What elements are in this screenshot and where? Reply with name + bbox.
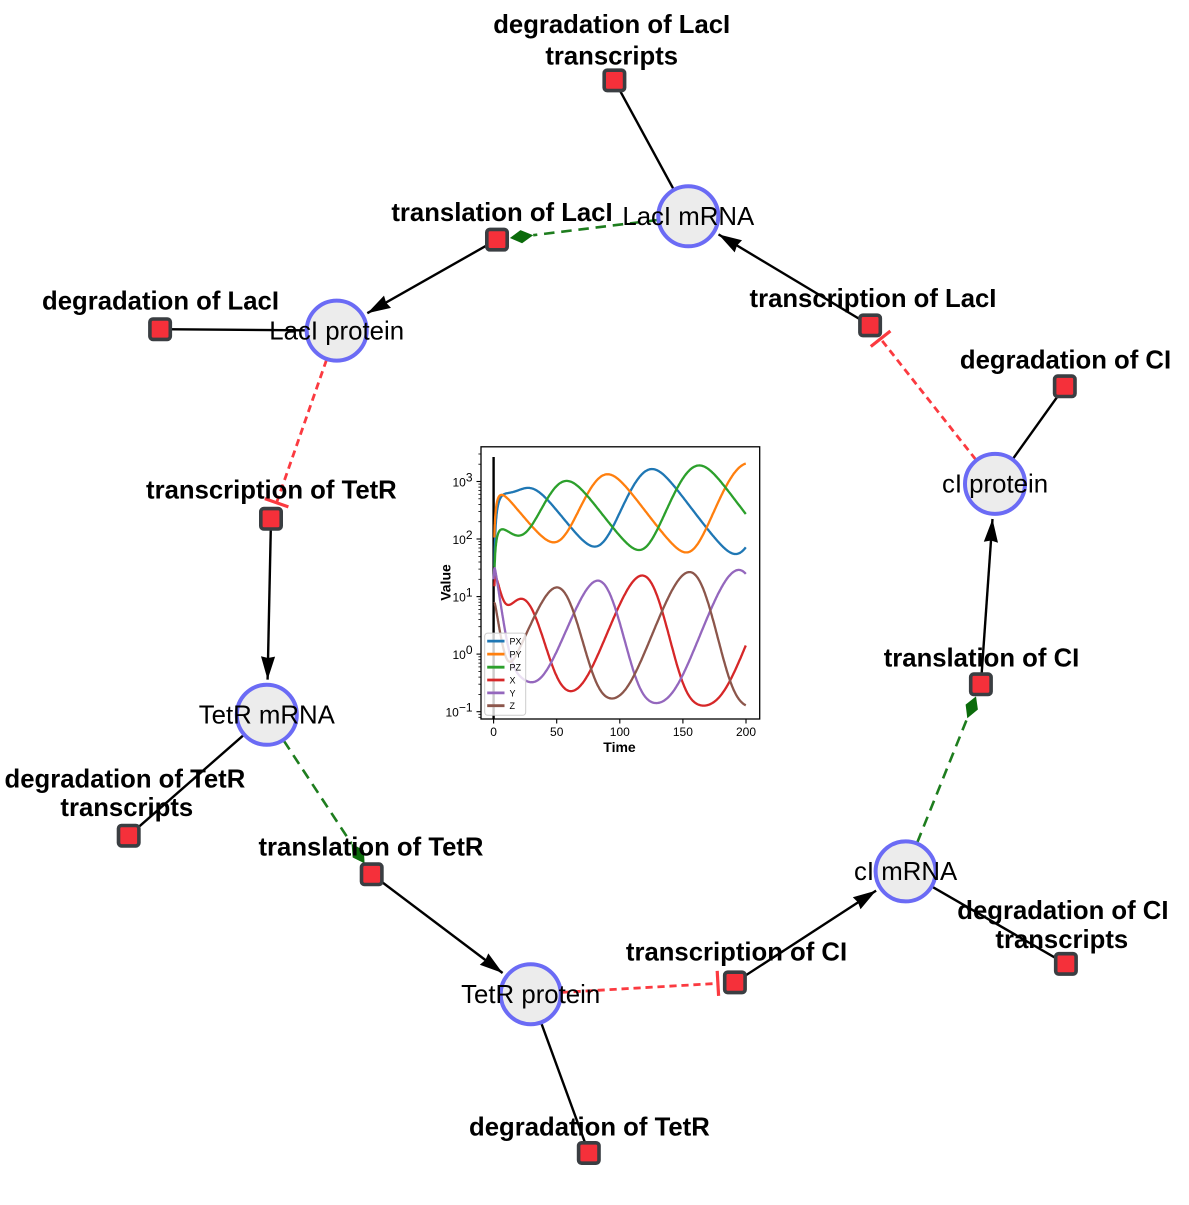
svg-text:Z: Z bbox=[510, 701, 516, 711]
svg-text:cI protein: cI protein bbox=[942, 471, 1048, 499]
svg-text:100: 100 bbox=[610, 725, 630, 739]
svg-text:transcription of CI: transcription of CI bbox=[626, 938, 847, 966]
svg-text:150: 150 bbox=[673, 725, 693, 739]
svg-text:transcripts: transcripts bbox=[60, 794, 193, 822]
svg-text:degradation of LacI: degradation of LacI bbox=[42, 288, 279, 316]
svg-text:Time: Time bbox=[603, 739, 636, 755]
svg-text:PY: PY bbox=[510, 650, 522, 660]
svg-text:LacI mRNA: LacI mRNA bbox=[622, 203, 755, 231]
svg-text:Value: Value bbox=[438, 564, 454, 601]
svg-text:TetR mRNA: TetR mRNA bbox=[199, 702, 336, 730]
svg-text:PX: PX bbox=[510, 637, 522, 647]
svg-text:translation of TetR: translation of TetR bbox=[258, 834, 483, 862]
svg-text:TetR protein: TetR protein bbox=[461, 981, 600, 1009]
svg-text:cI mRNA: cI mRNA bbox=[854, 858, 958, 886]
svg-text:degradation of CI: degradation of CI bbox=[960, 347, 1171, 375]
svg-text:transcripts: transcripts bbox=[545, 42, 678, 70]
svg-text:degradation of TetR: degradation of TetR bbox=[5, 766, 246, 794]
svg-text:200: 200 bbox=[736, 725, 756, 739]
svg-text:transcripts: transcripts bbox=[995, 926, 1128, 954]
svg-text:degradation of LacI: degradation of LacI bbox=[493, 11, 730, 39]
svg-text:Y: Y bbox=[510, 688, 516, 698]
svg-text:PZ: PZ bbox=[510, 663, 522, 673]
svg-text:degradation of CI: degradation of CI bbox=[957, 897, 1168, 925]
svg-text:translation of LacI: translation of LacI bbox=[391, 199, 612, 227]
svg-text:transcription of LacI: transcription of LacI bbox=[750, 285, 997, 313]
svg-text:transcription of TetR: transcription of TetR bbox=[146, 477, 397, 505]
svg-text:X: X bbox=[510, 675, 516, 685]
svg-text:degradation of TetR: degradation of TetR bbox=[469, 1113, 710, 1141]
svg-text:translation of CI: translation of CI bbox=[884, 644, 1080, 672]
svg-text:LacI protein: LacI protein bbox=[269, 317, 404, 345]
svg-text:0: 0 bbox=[490, 725, 497, 739]
svg-text:50: 50 bbox=[550, 725, 564, 739]
